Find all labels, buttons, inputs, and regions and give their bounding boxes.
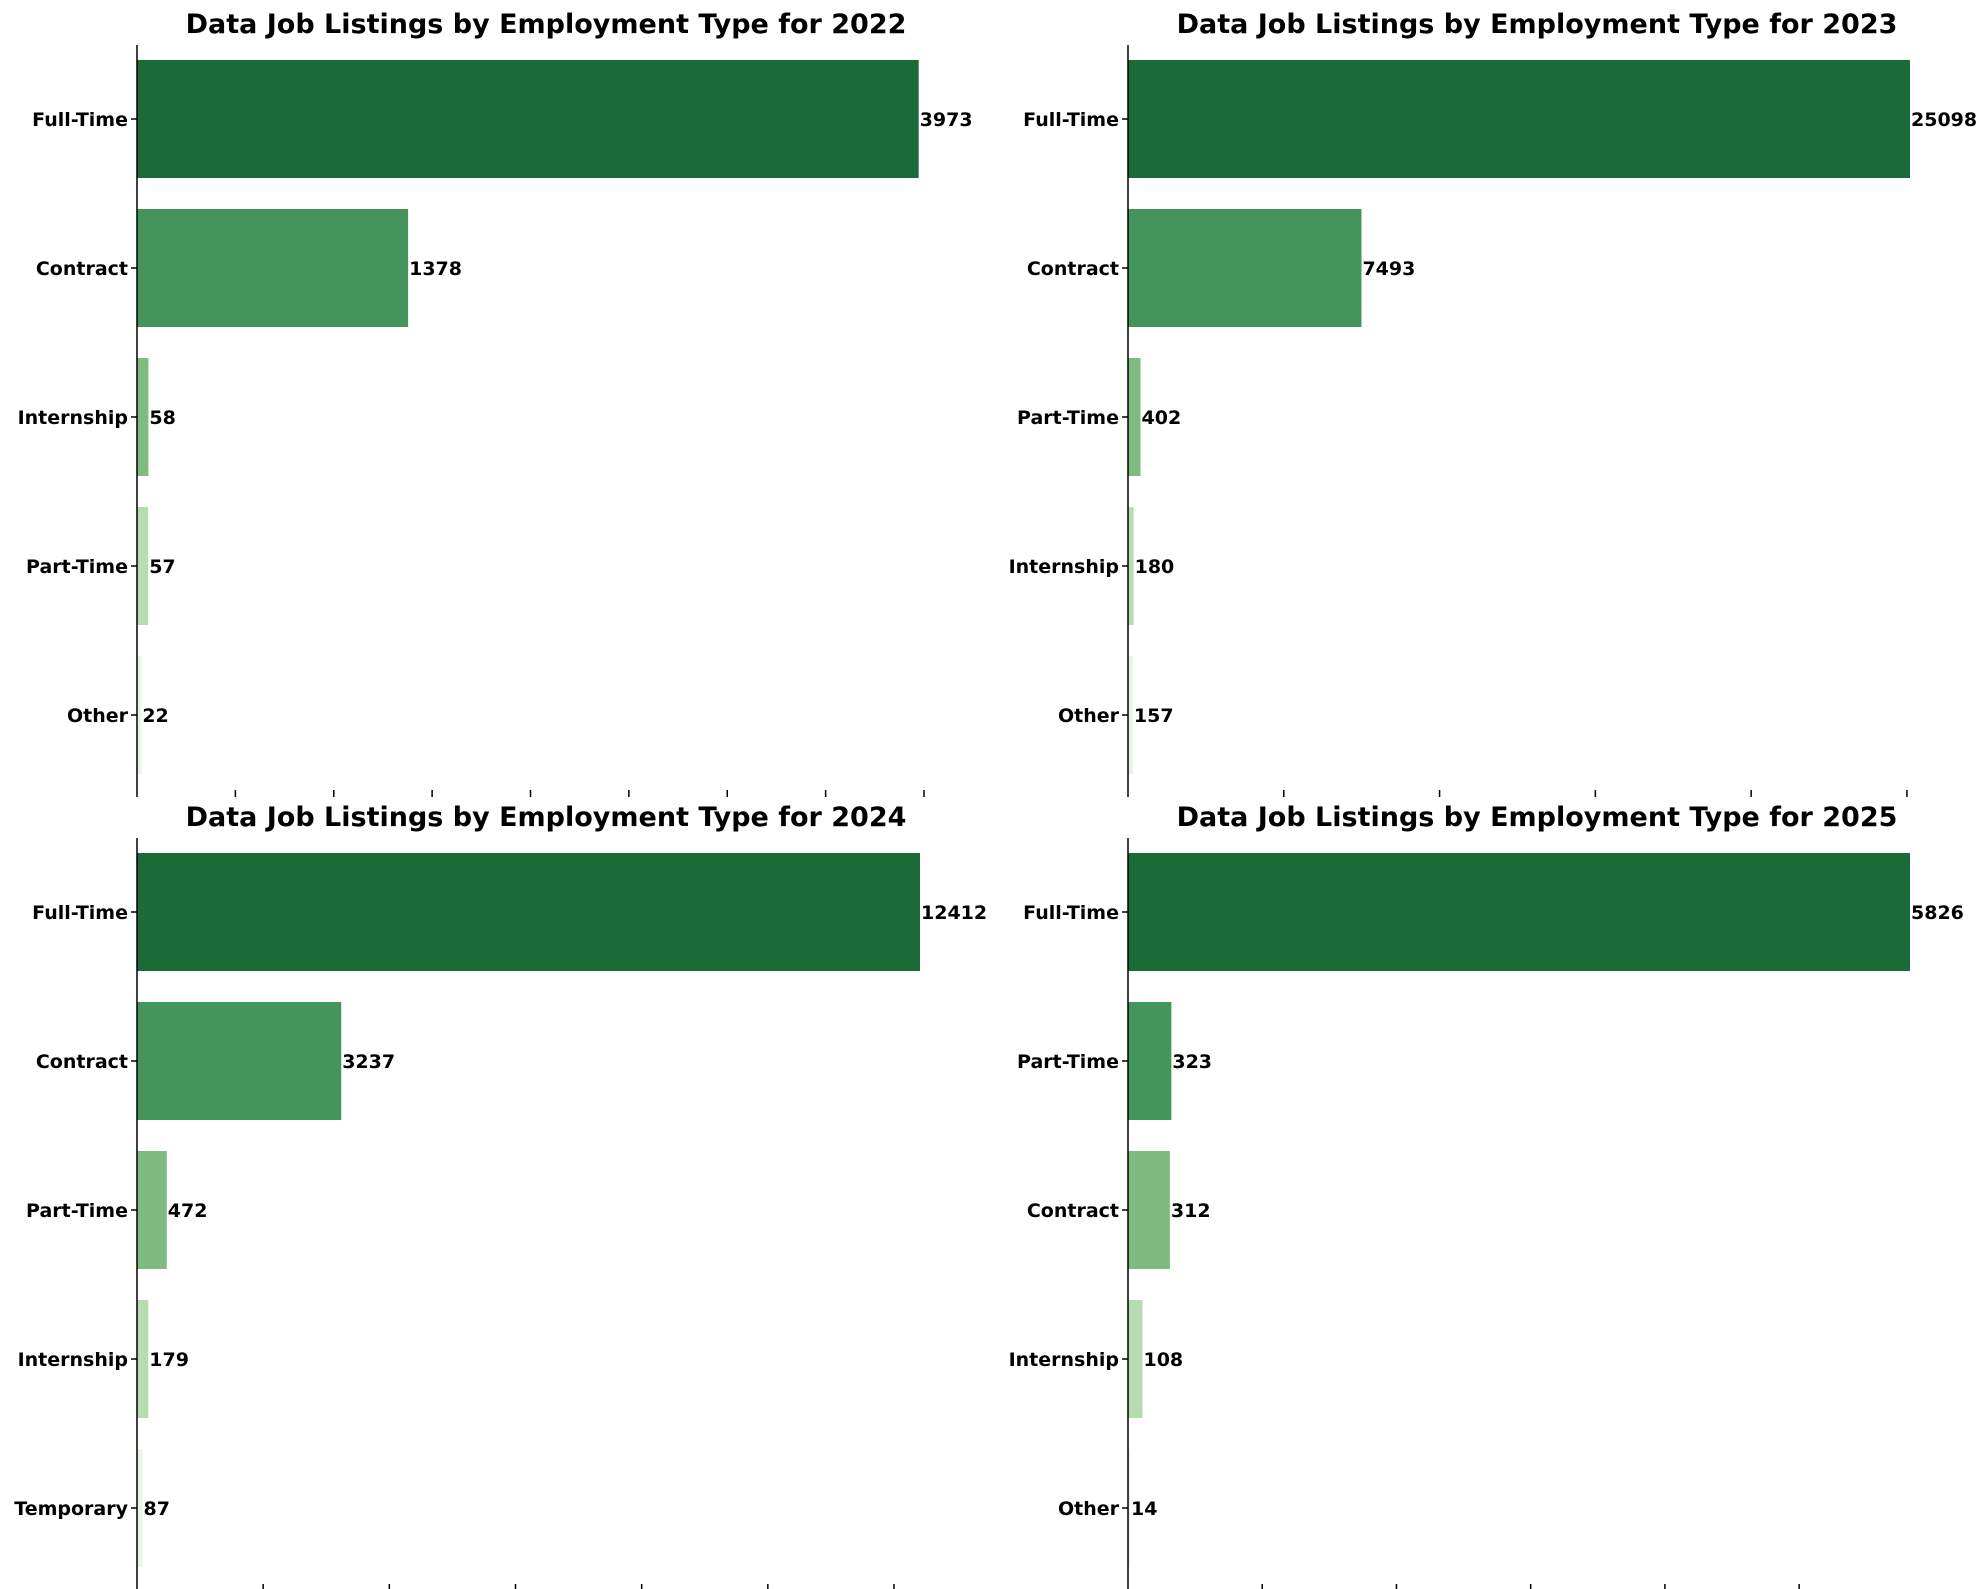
bar-internship bbox=[1128, 507, 1134, 625]
category-label: Internship bbox=[18, 407, 128, 429]
data-label: 87 bbox=[143, 1498, 169, 1520]
data-label: 1378 bbox=[409, 258, 462, 280]
data-label: 3973 bbox=[920, 109, 973, 131]
chart-title: Data Job Listings by Employment Type for… bbox=[186, 9, 907, 40]
chart-title: Data Job Listings by Employment Type for… bbox=[1177, 9, 1898, 40]
bar-internship bbox=[137, 1300, 149, 1418]
bar-full-time bbox=[1128, 853, 1910, 971]
bar-temporary bbox=[137, 1449, 143, 1567]
data-label: 179 bbox=[149, 1349, 189, 1371]
bar-contract bbox=[1128, 209, 1362, 327]
bar-internship bbox=[137, 358, 149, 476]
chart-title: Data Job Listings by Employment Type for… bbox=[1177, 802, 1898, 833]
data-label: 312 bbox=[1171, 1200, 1211, 1222]
bar-part-time bbox=[1128, 1002, 1172, 1120]
data-label: 3237 bbox=[342, 1051, 395, 1073]
bar-internship bbox=[1128, 1300, 1143, 1418]
data-label: 7493 bbox=[1362, 258, 1415, 280]
bar-other bbox=[1128, 1449, 1130, 1567]
category-label: Contract bbox=[1027, 258, 1119, 280]
category-label: Other bbox=[67, 705, 129, 727]
bar-other bbox=[137, 656, 142, 774]
category-label: Internship bbox=[1009, 1349, 1119, 1371]
chart-title: Data Job Listings by Employment Type for… bbox=[186, 802, 907, 833]
chart-panel-4: Data Job Listings by Employment Type for… bbox=[1009, 802, 1964, 1589]
category-label: Full-Time bbox=[32, 109, 128, 131]
category-label: Full-Time bbox=[1023, 109, 1119, 131]
data-label: 58 bbox=[149, 407, 175, 429]
data-label: 57 bbox=[149, 556, 175, 578]
bar-part-time bbox=[137, 1151, 167, 1269]
category-label: Other bbox=[1058, 705, 1120, 727]
category-label: Internship bbox=[18, 1349, 128, 1371]
data-label: 180 bbox=[1135, 556, 1175, 578]
data-label: 22 bbox=[142, 705, 168, 727]
category-label: Part-Time bbox=[26, 1200, 128, 1222]
data-label: 108 bbox=[1143, 1349, 1183, 1371]
bar-part-time bbox=[1128, 358, 1141, 476]
data-label: 157 bbox=[1134, 705, 1174, 727]
bar-other bbox=[1128, 656, 1133, 774]
chart-panel-2: Data Job Listings by Employment Type for… bbox=[1009, 9, 1977, 797]
data-label: 12412 bbox=[921, 902, 987, 924]
data-label: 402 bbox=[1142, 407, 1182, 429]
chart-panel-1: Data Job Listings by Employment Type for… bbox=[18, 9, 973, 797]
category-label: Full-Time bbox=[1023, 902, 1119, 924]
data-label: 472 bbox=[168, 1200, 208, 1222]
bar-part-time bbox=[137, 507, 149, 625]
category-label: Contract bbox=[36, 258, 128, 280]
data-label: 14 bbox=[1131, 1498, 1157, 1520]
bar-contract bbox=[137, 209, 409, 327]
category-label: Internship bbox=[1009, 556, 1119, 578]
category-label: Part-Time bbox=[1017, 1051, 1119, 1073]
data-label: 25098 bbox=[1911, 109, 1977, 131]
category-label: Contract bbox=[36, 1051, 128, 1073]
category-label: Part-Time bbox=[1017, 407, 1119, 429]
bar-full-time bbox=[137, 853, 920, 971]
data-label: 5826 bbox=[1911, 902, 1964, 924]
category-label: Contract bbox=[1027, 1200, 1119, 1222]
chart-panel-3: Data Job Listings by Employment Type for… bbox=[14, 802, 987, 1589]
category-label: Part-Time bbox=[26, 556, 128, 578]
bar-contract bbox=[137, 1002, 342, 1120]
category-label: Temporary bbox=[14, 1498, 128, 1520]
bar-full-time bbox=[1128, 60, 1910, 178]
data-label: 323 bbox=[1172, 1051, 1212, 1073]
bar-contract bbox=[1128, 1151, 1170, 1269]
category-label: Other bbox=[1058, 1498, 1120, 1520]
category-label: Full-Time bbox=[32, 902, 128, 924]
bar-full-time bbox=[137, 60, 919, 178]
